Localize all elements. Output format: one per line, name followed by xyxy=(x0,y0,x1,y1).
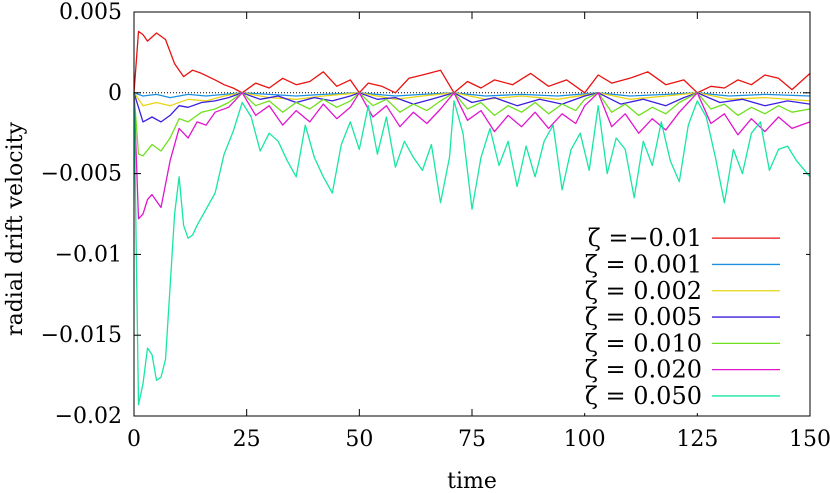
legend-label-6: ζ = 0.050 xyxy=(585,382,702,410)
legend-background xyxy=(570,223,806,414)
series-line-5 xyxy=(133,92,811,220)
legend-label-4: ζ = 0.010 xyxy=(585,329,702,357)
x-tick-label: 0 xyxy=(127,427,141,452)
series-line-6 xyxy=(133,92,811,406)
legend-label-3: ζ = 0.005 xyxy=(585,303,702,331)
y-tick-label: 0 xyxy=(108,81,122,106)
y-tick-label: −0.02 xyxy=(55,404,122,429)
y-tick-label: −0.005 xyxy=(41,162,122,187)
x-tick-label: 75 xyxy=(458,427,486,452)
y-tick-label: 0.005 xyxy=(59,0,122,25)
axes-layer: 0 25 50 75 100 125 150 0.005 0 −0.005 −0.01 −0.015 −… xyxy=(41,0,830,452)
y-tick-label: −0.015 xyxy=(41,323,122,348)
y-tick-label: −0.01 xyxy=(55,242,122,267)
series-line-3 xyxy=(133,92,811,123)
legend-label-5: ζ = 0.020 xyxy=(585,356,702,384)
y-axis-title: radial drift velocity xyxy=(3,122,28,336)
x-tick-label: 125 xyxy=(676,427,718,452)
x-axis-title: time xyxy=(447,469,497,493)
legend-label-1: ζ = 0.001 xyxy=(585,250,702,278)
series-line-2 xyxy=(133,92,811,107)
legend-label-2: ζ = 0.002 xyxy=(585,277,702,305)
x-tick-label: 25 xyxy=(233,427,261,452)
series-line-1 xyxy=(133,92,811,99)
x-tick-label: 100 xyxy=(564,427,606,452)
series-layer xyxy=(133,30,811,406)
series-line-0 xyxy=(133,30,811,94)
legend-label-0: ζ =−0.01 xyxy=(588,224,702,252)
series-line-4 xyxy=(133,92,811,157)
x-tick-label: 150 xyxy=(789,427,830,452)
x-tick-label: 50 xyxy=(345,427,373,452)
